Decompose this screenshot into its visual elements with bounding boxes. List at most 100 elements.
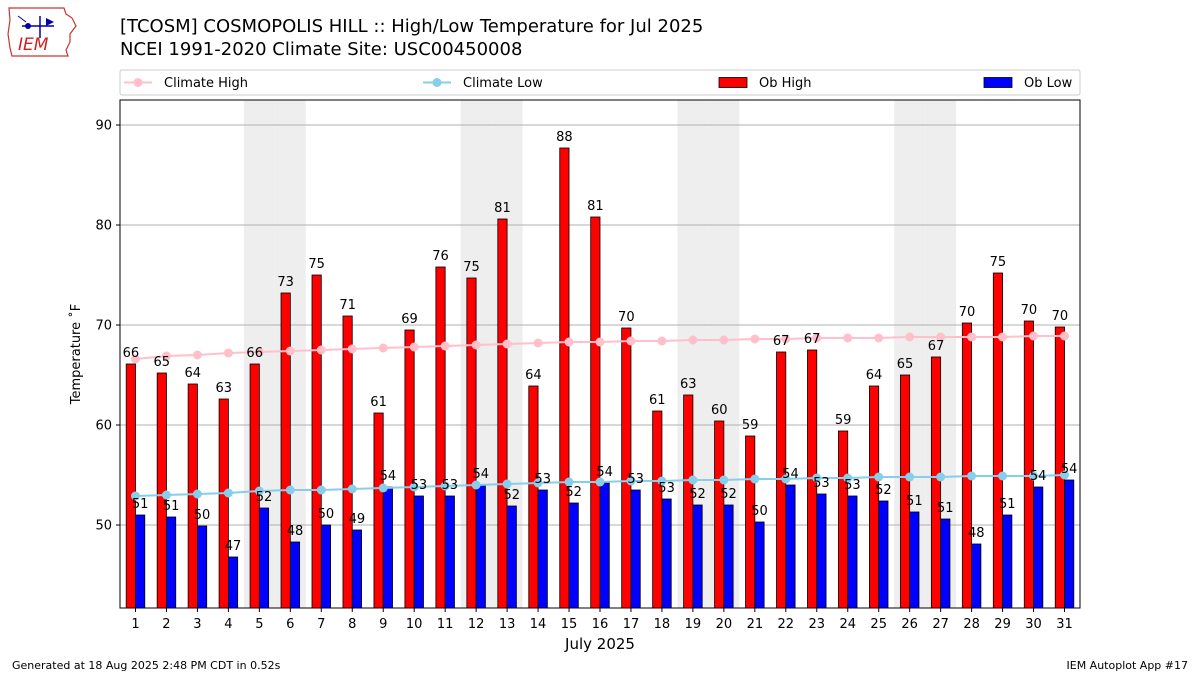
climate-high-point	[130, 354, 140, 364]
x-tick-label: 6	[286, 617, 294, 632]
ob-low-bar	[909, 511, 920, 609]
ob-high-label: 59	[835, 413, 852, 428]
ob-low-label: 48	[968, 526, 985, 541]
ob-low-bar	[258, 507, 270, 609]
climate-low-point	[564, 477, 574, 487]
x-tick-label: 4	[224, 617, 232, 632]
x-tick-label: 2	[162, 617, 170, 632]
climate-high-point	[626, 336, 636, 346]
climate-low-point	[781, 474, 791, 484]
climate-low-point	[533, 478, 543, 488]
legend-ob-high-swatch	[718, 77, 748, 88]
ob-low-label: 51	[999, 497, 1016, 512]
iem-logo: IEM	[6, 4, 82, 64]
ob-high-label: 81	[494, 201, 511, 216]
ob-low-label: 50	[318, 507, 335, 522]
x-tick-label: 8	[348, 617, 356, 632]
x-tick-label: 19	[685, 617, 702, 632]
ob-low-label: 51	[937, 501, 954, 516]
x-tick-label: 20	[716, 617, 733, 632]
ob-high-bar	[838, 430, 849, 609]
climate-high-point	[719, 335, 729, 345]
y-tick-label: 50	[95, 519, 112, 534]
climate-high-point	[502, 339, 512, 349]
legend-climate-high-label: Climate High	[164, 76, 248, 91]
climate-high-point	[564, 337, 574, 347]
legend-climate-low-label: Climate Low	[463, 76, 543, 91]
climate-low-point	[1060, 470, 1070, 480]
climate-high-point	[285, 346, 295, 356]
climate-low-point	[409, 482, 419, 492]
x-axis: 1 2 3 4 5 6 7 8 9 10 11 12 13 14 15 16 17 18 19 20 21 22 23 24 2…	[131, 608, 1073, 632]
x-tick-label: 14	[530, 617, 547, 632]
ob-high-label: 66	[246, 346, 263, 361]
ob-low-label: 50	[751, 504, 768, 519]
climate-high-point	[874, 333, 884, 343]
x-tick-label: 21	[747, 617, 764, 632]
ob-low-label: 52	[565, 485, 582, 500]
climate-low-point	[998, 471, 1008, 481]
ob-high-label: 70	[1052, 309, 1069, 324]
y-tick-label: 60	[95, 419, 112, 434]
ob-high-label: 75	[990, 255, 1007, 270]
ob-low-label: 54	[473, 467, 490, 482]
ob-high-label: 65	[897, 357, 914, 372]
ob-high-label: 63	[680, 377, 697, 392]
ob-high-label: 71	[339, 298, 356, 313]
ob-high-label: 63	[215, 381, 232, 396]
legend-ob-low-swatch	[983, 77, 1013, 88]
ob-low-bar	[692, 504, 703, 609]
ob-high-bar	[899, 374, 911, 609]
bar-value-labels: 66 65 64 63 66 73 75 71 61 69 76 75 81 64 88 81 70 61 63 60…	[123, 130, 1078, 554]
x-tick-label: 18	[654, 617, 671, 632]
ob-low-label: 54	[380, 469, 397, 484]
ob-high-label: 67	[928, 339, 945, 354]
ob-high-bar	[404, 329, 415, 609]
ob-high-bar	[156, 372, 167, 609]
ob-low-label: 50	[194, 508, 211, 523]
ob-high-bar	[466, 277, 477, 609]
ob-high-bar	[745, 435, 756, 609]
climate-lines	[130, 331, 1070, 501]
ob-high-label: 69	[401, 312, 418, 327]
x-tick-label: 17	[623, 617, 640, 632]
ob-low-bar	[1033, 486, 1044, 609]
ob-low-label: 53	[534, 472, 551, 487]
legend-box	[119, 69, 1081, 96]
ob-low-bar	[785, 484, 796, 609]
climate-high-point	[409, 342, 419, 352]
climate-low-point	[192, 489, 202, 499]
x-tick-label: 30	[1025, 617, 1042, 632]
climate-high-point	[161, 351, 171, 361]
climate-high-point	[254, 347, 264, 357]
ob-low-label: 51	[906, 494, 923, 509]
ob-high-label: 59	[742, 418, 759, 433]
legend-ob-low-label: Ob Low	[1024, 76, 1073, 91]
x-tick-label: 10	[406, 617, 423, 632]
ob-low-bar	[444, 495, 455, 609]
climate-high-point	[378, 343, 388, 353]
ob-low-label: 53	[411, 478, 428, 493]
climate-high-point	[316, 345, 326, 355]
ob-low-bar	[135, 514, 146, 609]
ob-low-bar	[227, 556, 239, 609]
legend-climate-high-marker	[133, 78, 143, 87]
climate-high-point	[781, 334, 791, 344]
climate-low-point	[967, 471, 977, 481]
ob-high-bars	[125, 147, 1065, 609]
ob-low-label: 52	[503, 488, 520, 503]
ob-low-label: 53	[442, 478, 459, 493]
ob-high-bar	[125, 363, 136, 609]
climate-high-point	[471, 340, 481, 350]
ob-low-label: 48	[287, 524, 304, 539]
ob-low-bar	[723, 504, 734, 609]
ob-high-label: 64	[185, 366, 202, 381]
ob-high-bar	[435, 266, 446, 609]
ob-low-label: 54	[1030, 469, 1047, 484]
ob-low-bar	[382, 486, 393, 609]
ob-high-label: 70	[959, 305, 976, 320]
x-tick-label: 22	[778, 617, 795, 632]
ob-high-label: 73	[277, 275, 294, 290]
ob-low-bar	[971, 543, 982, 609]
climate-low-point	[223, 488, 233, 498]
